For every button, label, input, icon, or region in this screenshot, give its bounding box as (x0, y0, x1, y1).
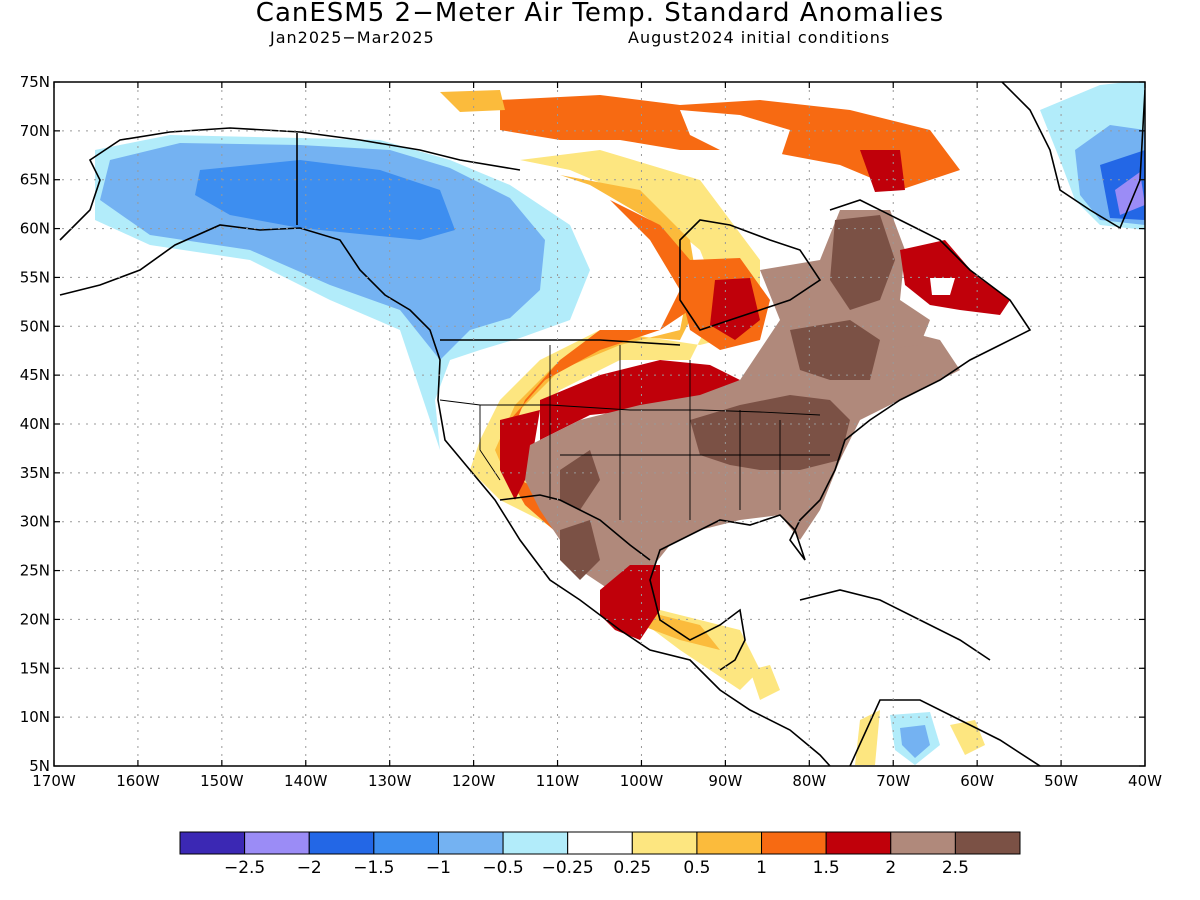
colorbar-label: 1.5 (813, 858, 840, 878)
colorbar-label: −2.5 (224, 858, 265, 878)
anomaly-hudson-pos-2 (710, 278, 760, 340)
anomaly-colombia-pos-025 (855, 710, 880, 765)
colorbar-swatch (696, 831, 763, 855)
anomaly-arctic-pos-05 (440, 90, 505, 112)
lon-label: 100W (620, 772, 664, 790)
anomaly-west-pos-2 (500, 410, 540, 500)
colorbar-label: 1 (756, 858, 767, 878)
atlantic-gulf-coast (649, 199, 1032, 671)
lon-label: 170W (32, 772, 76, 790)
state-line-2 (479, 405, 501, 481)
hudson-bay (679, 219, 822, 331)
lon-label: 150W (200, 772, 244, 790)
colorbar-swatch (567, 831, 633, 855)
anomaly-venezuela-neg-05 (900, 725, 930, 758)
us-canada-border (440, 339, 681, 346)
south-america-coast (849, 699, 1041, 766)
anomaly-core-quebec (830, 215, 895, 310)
anomaly-mexico-pos-2 (600, 565, 660, 640)
anomaly-guyana-pos-025 (950, 720, 985, 755)
colorbar-labels: −2.5 −2 −1.5 −1 −0.5 −0.25 0.25 0.5 1 1.5 2 2.5 (224, 858, 969, 878)
greenland-coast (1000, 82, 1145, 230)
lon-label: 60W (960, 772, 994, 790)
anomaly-core-great-lakes (790, 320, 880, 380)
pacific-coast (59, 224, 831, 766)
lat-label: 35N (20, 464, 50, 482)
colorbar-label: −2 (297, 858, 322, 878)
lat-label: 60N (20, 220, 50, 238)
anomaly-core-mexico (560, 520, 600, 580)
lat-label: 10N (20, 708, 50, 726)
lat-label: 45N (20, 366, 50, 384)
lon-label: 120W (452, 772, 496, 790)
lon-label: 70W (876, 772, 910, 790)
lon-label: 40W (1128, 772, 1162, 790)
map-title: CanESM5 2−Meter Air Temp. Standard Anoma… (255, 0, 945, 28)
colorbar-swatch (244, 831, 310, 855)
lat-label: 30N (20, 513, 50, 531)
colorbar-swatch (437, 831, 504, 855)
anomaly-greenland-neg-2 (1115, 172, 1145, 215)
colorbar (179, 831, 1021, 855)
caribbean-islands (799, 589, 991, 661)
anomaly-ca-pos-025 (750, 665, 780, 700)
lat-label: 65N (20, 171, 50, 189)
lat-label: 75N (20, 73, 50, 91)
anomaly-labrador-pos-2 (900, 240, 1010, 315)
anomaly-labrador-neutral (930, 278, 955, 295)
colorbar-label: 2 (885, 858, 896, 878)
anomaly-arctic-neutral (680, 110, 790, 160)
colorbar-label: 0.25 (613, 858, 651, 878)
anomaly-core-pos-3 (690, 395, 850, 470)
arctic-coast-alaska (59, 127, 521, 241)
colorbar-label: 0.5 (683, 858, 710, 878)
lon-label: 130W (368, 772, 412, 790)
colorbar-swatch (308, 831, 375, 855)
lon-label: 50W (1044, 772, 1078, 790)
anomaly-core-sw (560, 450, 600, 510)
colorbar-swatch (954, 831, 1021, 855)
lon-label: 90W (708, 772, 742, 790)
colorbar-label: −0.25 (542, 858, 594, 878)
lat-label: 15N (20, 659, 50, 677)
coastlines (59, 82, 1145, 766)
initial-conditions: August2024 initial conditions (628, 28, 891, 47)
lat-label: 40N (20, 415, 50, 433)
colorbar-label: −0.5 (482, 858, 523, 878)
state-borders (439, 345, 830, 520)
lon-label: 140W (284, 772, 328, 790)
us-mexico-border (499, 494, 651, 561)
colorbar-label: 2.5 (942, 858, 969, 878)
lat-label: 5N (29, 757, 50, 775)
lat-label: 25N (20, 562, 50, 580)
axis-ticks (53, 81, 1146, 767)
colorbar-swatch (631, 831, 698, 855)
lat-label: 55N (20, 268, 50, 286)
colorbar-swatch (179, 831, 246, 855)
graticule (54, 82, 1145, 766)
lon-label: 160W (116, 772, 160, 790)
forecast-period: Jan2025−Mar2025 (270, 28, 435, 47)
anomaly-arctic-pos-2 (860, 150, 905, 192)
lat-label: 20N (20, 610, 50, 628)
colorbar-swatch (890, 831, 956, 855)
lon-label: 110W (536, 772, 580, 790)
colorbar-label: −1 (426, 858, 451, 878)
colorbar-swatch (825, 831, 892, 855)
colorbar-swatch (502, 831, 569, 855)
lon-label: 80W (792, 772, 826, 790)
lat-label: 50N (20, 317, 50, 335)
colorbar-swatch (373, 831, 439, 855)
colorbar-swatch (761, 831, 827, 855)
colorbar-label: −1.5 (353, 858, 394, 878)
lat-label: 70N (20, 122, 50, 140)
longitude-labels: 170W 160W 150W 140W 130W 120W 110W 100W 90W 80W 70… (32, 772, 1162, 790)
latitude-labels: 75N 70N 65N 60N 55N 50N 45N 40N 35N 30N 25N 20N 15N 1… (20, 73, 50, 775)
